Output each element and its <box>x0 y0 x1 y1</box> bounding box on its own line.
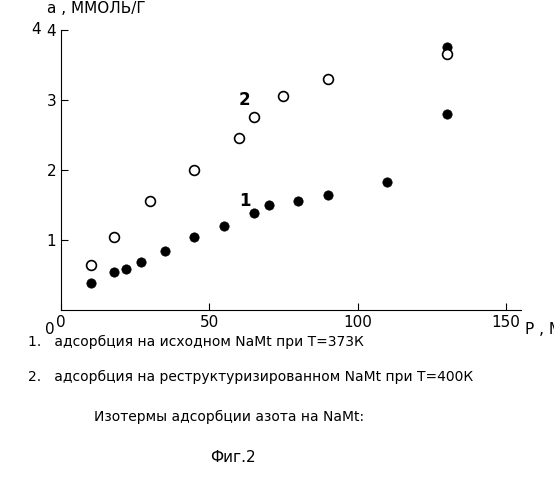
Text: a , ММОЛЬ/Г: a , ММОЛЬ/Г <box>47 1 146 16</box>
Point <box>324 75 332 83</box>
Point <box>122 266 131 274</box>
Point <box>86 280 95 287</box>
Point <box>220 222 229 230</box>
Point <box>137 258 146 266</box>
Point <box>234 134 243 142</box>
Point <box>160 246 169 254</box>
Point <box>442 50 451 58</box>
Point <box>86 260 95 268</box>
Point <box>383 178 392 186</box>
Point <box>110 268 119 276</box>
Point <box>190 232 199 240</box>
Point <box>146 198 155 205</box>
Text: Фиг.2: Фиг.2 <box>211 450 256 465</box>
Point <box>110 232 119 240</box>
Text: P , МПа: P , МПа <box>525 322 554 337</box>
Text: 2: 2 <box>239 91 250 109</box>
Text: 2.   адсорбция на реструктуризированном NaMt при Т=400К: 2. адсорбция на реструктуризированном Na… <box>28 370 473 384</box>
Point <box>442 110 451 118</box>
Point <box>190 166 199 174</box>
Text: 4: 4 <box>31 22 40 38</box>
Text: 0: 0 <box>45 322 54 337</box>
Point <box>264 201 273 209</box>
Point <box>442 44 451 52</box>
Point <box>249 210 258 218</box>
Point <box>249 114 258 122</box>
Point <box>294 198 302 205</box>
Point <box>279 92 288 100</box>
Point <box>324 190 332 198</box>
Text: 1: 1 <box>239 192 250 210</box>
Text: 1.   адсорбция на исходном NaMt при Т=373К: 1. адсорбция на исходном NaMt при Т=373К <box>28 335 363 349</box>
Text: Изотермы адсорбции азота на NaMt:: Изотермы адсорбции азота на NaMt: <box>94 410 365 424</box>
